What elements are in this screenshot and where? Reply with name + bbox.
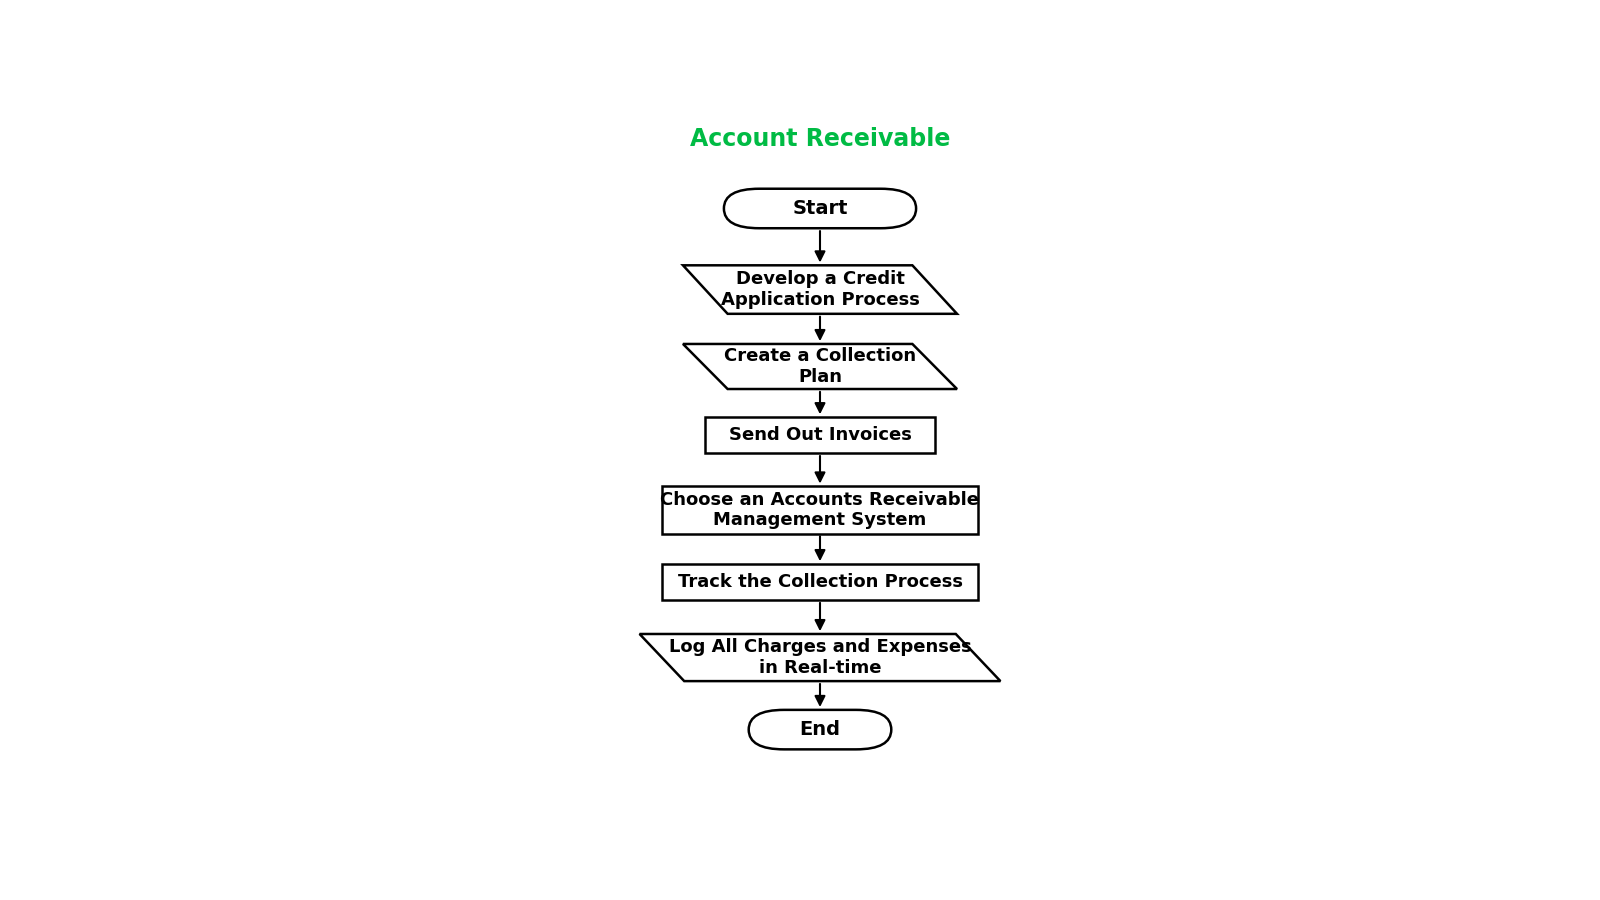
Text: Log All Charges and Expenses
in Real-time: Log All Charges and Expenses in Real-tim… (669, 638, 971, 677)
Polygon shape (683, 266, 957, 314)
Text: Choose an Accounts Receivable
Management System: Choose an Accounts Receivable Management… (661, 491, 979, 529)
Text: Develop a Credit
Application Process: Develop a Credit Application Process (720, 270, 920, 309)
Bar (662, 564, 978, 600)
Text: Account Receivable: Account Receivable (690, 127, 950, 151)
Text: Send Out Invoices: Send Out Invoices (728, 426, 912, 444)
FancyBboxPatch shape (749, 710, 891, 750)
Text: Start: Start (792, 199, 848, 218)
Text: Track the Collection Process: Track the Collection Process (677, 573, 963, 591)
Polygon shape (683, 344, 957, 389)
Bar (662, 486, 978, 534)
Bar (706, 417, 934, 453)
Text: End: End (800, 720, 840, 739)
Text: Create a Collection
Plan: Create a Collection Plan (723, 347, 917, 386)
Polygon shape (640, 634, 1000, 681)
FancyBboxPatch shape (723, 189, 917, 229)
